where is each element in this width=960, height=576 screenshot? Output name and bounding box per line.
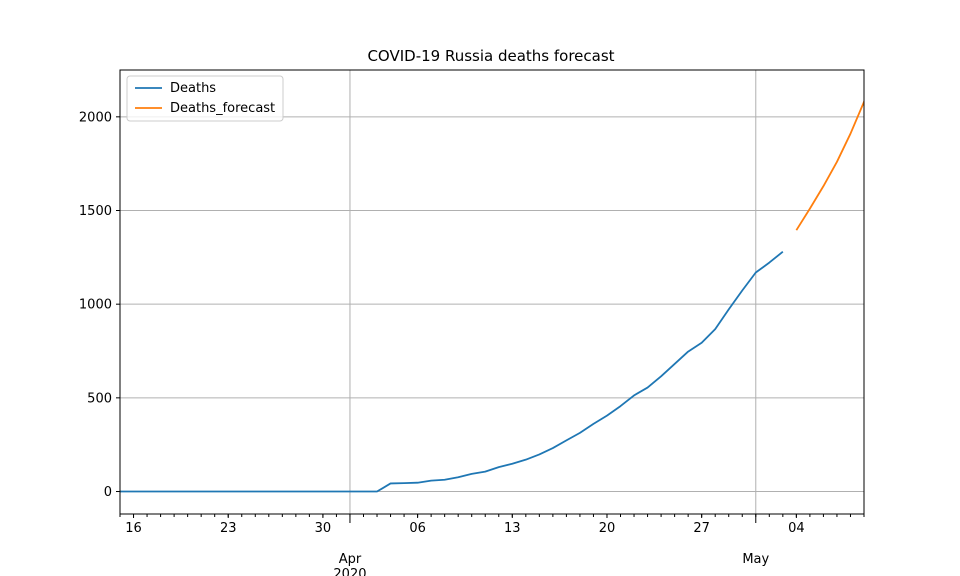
y-tick-label: 0 <box>104 485 112 500</box>
x-major-tick-label: Apr <box>339 552 362 567</box>
x-week-tick-label: 04 <box>788 521 805 536</box>
x-week-tick-label: 30 <box>315 521 332 536</box>
legend-label-deaths: Deaths <box>170 81 216 96</box>
x-week-tick-label: 13 <box>504 521 521 536</box>
x-week-tick-label: 06 <box>409 521 426 536</box>
legend-box <box>126 75 284 122</box>
y-tick-label: 500 <box>87 391 112 406</box>
x-week-tick-label: 16 <box>125 521 142 536</box>
data-layer <box>120 99 864 493</box>
x-major-tick-label: May <box>742 552 769 567</box>
legend-label-deaths-forecast: Deaths_forecast <box>170 101 275 116</box>
x-major-tick-sublabel: 2020 <box>333 567 366 576</box>
y-tick-label: 1500 <box>79 204 112 219</box>
grid-layer <box>120 70 864 514</box>
chart-title: COVID-19 Russia deaths forecast <box>367 47 614 65</box>
x-week-tick-label: 20 <box>599 521 616 536</box>
x-week-tick-label: 23 <box>220 521 237 536</box>
y-tick-label: 1000 <box>79 298 112 313</box>
series-line-deaths-forecast <box>795 99 864 231</box>
y-tick-label: 2000 <box>79 110 112 125</box>
legend: Deaths Deaths_forecast <box>126 75 284 122</box>
plot-frame <box>119 69 865 515</box>
x-week-tick-label: 27 <box>693 521 710 536</box>
series-line-deaths <box>120 251 784 493</box>
